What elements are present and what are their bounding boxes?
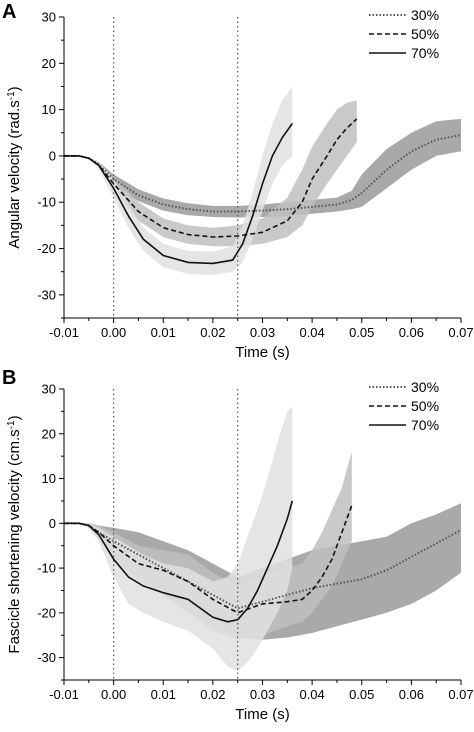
y-axis-label-superscript: -1 [6, 420, 17, 429]
chart-panel-b: -30 -20 -10 0 10 20 30 -0.01 0.00 0.01 0.02 0.03 0.0… [2, 367, 474, 723]
y-axis-label-main: Angular velocity (rad.s [6, 100, 23, 248]
legend-label-70pct: 70% [411, 417, 439, 433]
y-tick-label: 10 [42, 471, 56, 486]
legend-label-30pct: 30% [411, 7, 439, 23]
chart-panel-a: -30 -20 -10 0 10 20 30 -0.01 0.00 0.01 0.02 0.03 0.0… [2, 1, 474, 361]
x-axis-label: Time (s) [235, 344, 289, 361]
y-tick-label: 20 [42, 56, 56, 71]
legend-label-70pct: 70% [411, 45, 439, 61]
legend-label-50pct: 50% [411, 398, 439, 414]
x-tick-label: 0.07 [448, 687, 473, 702]
x-tick-label: 0.04 [299, 325, 324, 340]
y-tick-label: -20 [37, 605, 56, 620]
panel-label: A [2, 1, 16, 23]
x-tick-label: -0.01 [49, 325, 79, 340]
legend-label-50pct: 50% [411, 26, 439, 42]
y-axis-label-main: Fascicle shortening velocity (cm.s [6, 429, 23, 653]
x-tick-label: 0.00 [101, 325, 126, 340]
x-tick-label: 0.03 [250, 325, 275, 340]
x-tick-label: 0.06 [399, 325, 424, 340]
y-tick-label: 30 [42, 10, 56, 25]
y-tick-label: -10 [37, 561, 56, 576]
x-tick-label: 0.00 [101, 687, 126, 702]
x-tick-label: 0.01 [151, 687, 176, 702]
x-tick-label: 0.06 [399, 687, 424, 702]
series-line-50pct [64, 505, 353, 614]
x-tick-label: 0.05 [349, 687, 374, 702]
band-70pct [64, 86, 293, 275]
y-tick-label: 0 [49, 516, 56, 531]
x-tick-label: -0.01 [49, 687, 79, 702]
series-line-30pct [64, 134, 462, 213]
y-tick-label: 30 [42, 382, 56, 397]
x-tick-label: 0.01 [151, 325, 176, 340]
y-tick-label: 10 [42, 102, 56, 117]
band-70pct [64, 406, 293, 671]
y-tick-label: 0 [49, 148, 56, 163]
series-line-70pct [64, 500, 294, 623]
y-axis-label: Angular velocity (rad.s-1) [6, 86, 23, 248]
y-tick-label: -30 [37, 287, 56, 302]
x-tick-label: 0.07 [448, 325, 473, 340]
x-tick-label: 0.05 [349, 325, 374, 340]
series-line-70pct [64, 123, 293, 265]
x-tick-label: 0.03 [250, 687, 275, 702]
y-axis-label: Fascicle shortening velocity (cm.s-1) [6, 415, 23, 653]
y-axis-label-superscript: -1 [6, 91, 17, 100]
legend-label-30pct: 30% [411, 379, 439, 395]
x-tick-label: 0.02 [200, 325, 225, 340]
x-tick-label: 0.04 [299, 687, 324, 702]
x-axis-label: Time (s) [235, 706, 289, 723]
y-axis-label-tail: ) [6, 86, 23, 91]
x-tick-label: 0.02 [200, 687, 225, 702]
y-tick-label: -20 [37, 241, 56, 256]
y-axis-label-tail: ) [6, 415, 23, 420]
y-tick-label: -30 [37, 650, 56, 665]
y-tick-label: 20 [42, 426, 56, 441]
y-tick-label: -10 [37, 195, 56, 210]
panel-label: B [2, 367, 16, 389]
